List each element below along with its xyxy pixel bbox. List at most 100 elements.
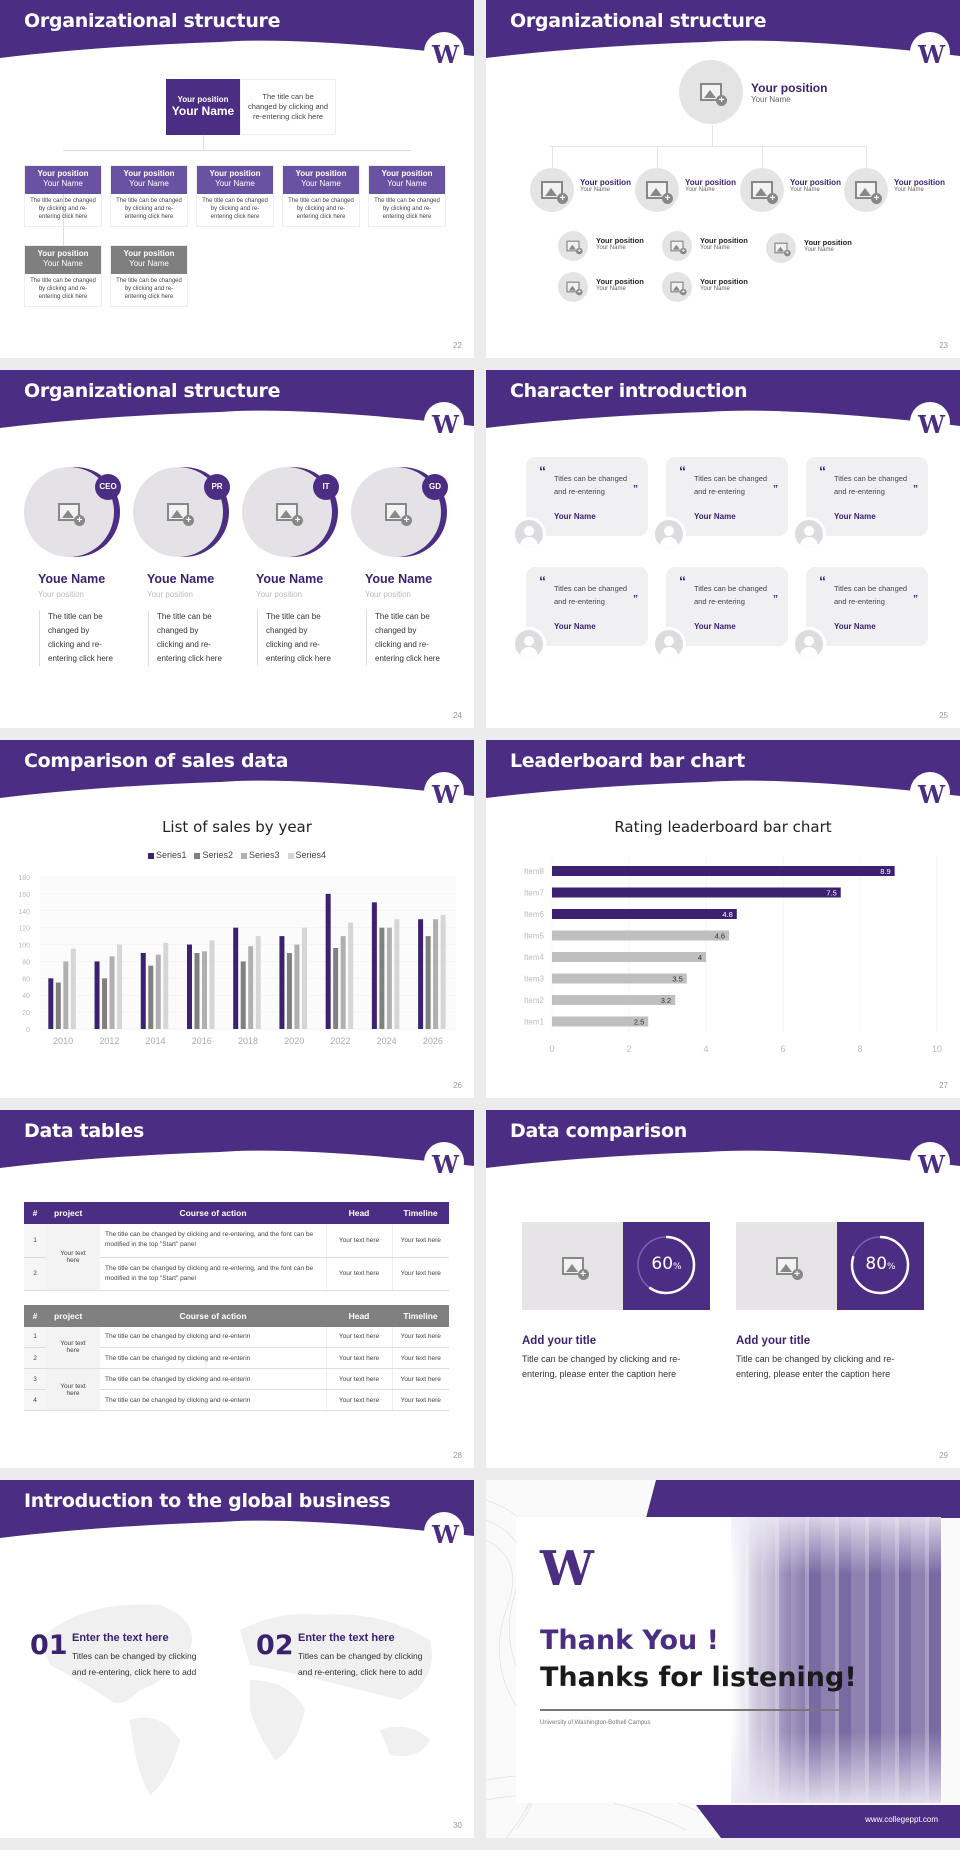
slide-23[interactable]: Organizational structure W Your position… <box>486 0 960 358</box>
slide-24[interactable]: Organizational structure W CEO Youe Name… <box>0 370 474 728</box>
testimonial-card[interactable]: “ Titles can be changed and re-entering … <box>526 567 648 646</box>
slide-30[interactable]: Introduction to the global business W 01… <box>0 1480 474 1838</box>
svg-text:140: 140 <box>18 909 30 916</box>
open-quote-icon: “ <box>539 463 546 479</box>
org-box[interactable]: Your position Your Name The title can be … <box>196 165 274 227</box>
close-quote-icon: ” <box>913 594 918 605</box>
svg-text:2026: 2026 <box>423 1036 443 1046</box>
image-placeholder-icon <box>774 242 791 257</box>
image-placeholder-icon <box>167 503 194 526</box>
website-link[interactable]: www.collegeppt.com <box>865 1815 938 1824</box>
avatar-icon <box>512 627 546 661</box>
person-position: Your position <box>365 590 411 599</box>
quote-text: Titles can be changed and re-entering <box>694 584 768 606</box>
uw-logo: W <box>424 772 464 812</box>
org-box[interactable]: Your position Your Name The title can be … <box>24 165 102 227</box>
avatar-placeholder[interactable] <box>844 168 888 212</box>
svg-text:2.5: 2.5 <box>634 1018 644 1027</box>
author-name: Your Name <box>554 512 596 521</box>
image-placeholder-icon <box>855 181 882 204</box>
avatar-placeholder[interactable] <box>635 168 679 212</box>
org-box[interactable]: Your position Your Name The title can be … <box>24 245 102 307</box>
table-row[interactable]: 2 The title can be changed by clicking a… <box>24 1257 449 1291</box>
position-label: Your position <box>700 277 748 286</box>
role-badge: IT <box>313 474 339 500</box>
slide-26[interactable]: Comparison of sales data W List of sales… <box>0 740 474 1098</box>
person-description: The title can be changed by clicking and… <box>366 610 444 666</box>
svg-text:20: 20 <box>22 1010 30 1017</box>
position-label: Your position <box>596 236 644 245</box>
avatar-placeholder[interactable] <box>740 168 784 212</box>
table-row[interactable]: 4 The title can be changed by clicking a… <box>24 1389 449 1411</box>
org-box[interactable]: Your position Your Name The title can be … <box>110 245 188 307</box>
svg-text:2024: 2024 <box>377 1036 397 1046</box>
uw-logo: W <box>424 32 464 72</box>
avatar-placeholder[interactable] <box>662 231 692 261</box>
page-number: 23 <box>939 341 948 350</box>
person-description: The title can be changed by clicking and… <box>148 610 226 666</box>
thank-you-heading: Thank You ! <box>540 1625 719 1656</box>
slide-title: Organizational structure <box>24 380 281 402</box>
svg-text:Item7: Item7 <box>524 889 545 898</box>
top-avatar-placeholder[interactable] <box>679 60 743 124</box>
image-placeholder-icon <box>646 181 673 204</box>
svg-text:80: 80 <box>22 959 30 966</box>
image-placeholder[interactable] <box>522 1222 623 1310</box>
top-position-box[interactable]: Your position Your Name <box>166 79 240 135</box>
person-name: Youe Name <box>365 572 433 586</box>
slide-title: Data comparison <box>510 1120 687 1142</box>
testimonial-card[interactable]: “ Titles can be changed and re-entering … <box>666 567 788 646</box>
position-label: Your position <box>804 238 852 247</box>
table-row[interactable]: 2 The title can be changed by clicking a… <box>24 1347 449 1369</box>
org-box-header: Your position Your Name <box>111 166 187 194</box>
slide-25[interactable]: Character introduction W “ Titles can be… <box>486 370 960 728</box>
testimonial-card[interactable]: “ Titles can be changed and re-entering … <box>806 457 928 536</box>
campus-label: University of Washington-Bothell Campus <box>540 1720 651 1726</box>
svg-text:2016: 2016 <box>192 1036 212 1046</box>
slide-29[interactable]: Data comparison W 60% Add your title Tit… <box>486 1110 960 1468</box>
person-position: Your position <box>38 590 84 599</box>
slide-header: Organizational structure W <box>486 0 960 72</box>
close-quote-icon: ” <box>913 484 918 495</box>
chart-title: Rating leaderboard bar chart <box>614 818 832 836</box>
image-placeholder-icon <box>566 240 583 255</box>
svg-text:4: 4 <box>698 953 702 962</box>
org-box-header: Your position Your Name <box>25 246 101 274</box>
avatar-placeholder[interactable] <box>662 272 692 302</box>
testimonial-card[interactable]: “ Titles can be changed and re-entering … <box>666 457 788 536</box>
table-row[interactable]: 1 Your text here The title can be change… <box>24 1326 449 1369</box>
open-quote-icon: “ <box>539 573 546 589</box>
slide-22[interactable]: Organizational structure W Your position… <box>0 0 474 358</box>
org-box[interactable]: Your position Your Name The title can be … <box>110 165 188 227</box>
slide-title: Leaderboard bar chart <box>510 750 745 772</box>
thank-you-card: W Thank You ! Thanks for listening! Univ… <box>516 1517 941 1803</box>
avatar-placeholder[interactable] <box>351 467 441 557</box>
avatar-placeholder[interactable] <box>766 233 796 263</box>
person-position: Your position <box>256 590 302 599</box>
slide-28[interactable]: Data tables W # project Course of action He… <box>0 1110 474 1468</box>
image-placeholder[interactable] <box>736 1222 837 1310</box>
table-row[interactable]: 1 Your text here The title can be change… <box>24 1224 449 1291</box>
image-placeholder-icon <box>751 181 778 204</box>
slide-27[interactable]: Leaderboard bar chart W Rating leaderboa… <box>486 740 960 1098</box>
progress-ring <box>636 1235 696 1295</box>
avatar-placeholder[interactable] <box>558 231 588 261</box>
legend-item: Series2 <box>194 850 233 860</box>
table-row[interactable]: 3 Your text here The title can be change… <box>24 1368 449 1411</box>
avatar-icon <box>512 517 546 551</box>
avatar-placeholder[interactable] <box>558 272 588 302</box>
org-box[interactable]: Your position Your Name The title can be … <box>368 165 446 227</box>
person-description: The title can be changed by clicking and… <box>39 610 117 666</box>
column-header: # <box>32 1310 38 1321</box>
slide-thank-you[interactable]: W Thank You ! Thanks for listening! Univ… <box>486 1480 960 1838</box>
org-box-header: Your position Your Name <box>25 166 101 194</box>
org-box[interactable]: Your position Your Name The title can be … <box>282 165 360 227</box>
position-label: Your position <box>685 178 736 187</box>
item-title: Enter the text here <box>298 1632 395 1644</box>
person-name: Youe Name <box>38 572 106 586</box>
testimonial-card[interactable]: “ Titles can be changed and re-entering … <box>526 457 648 536</box>
avatar-placeholder[interactable] <box>530 168 574 212</box>
percent-panel: 60% <box>623 1222 710 1310</box>
item-description: Titles can be changed by clicking and re… <box>72 1651 197 1677</box>
testimonial-card[interactable]: “ Titles can be changed and re-entering … <box>806 567 928 646</box>
